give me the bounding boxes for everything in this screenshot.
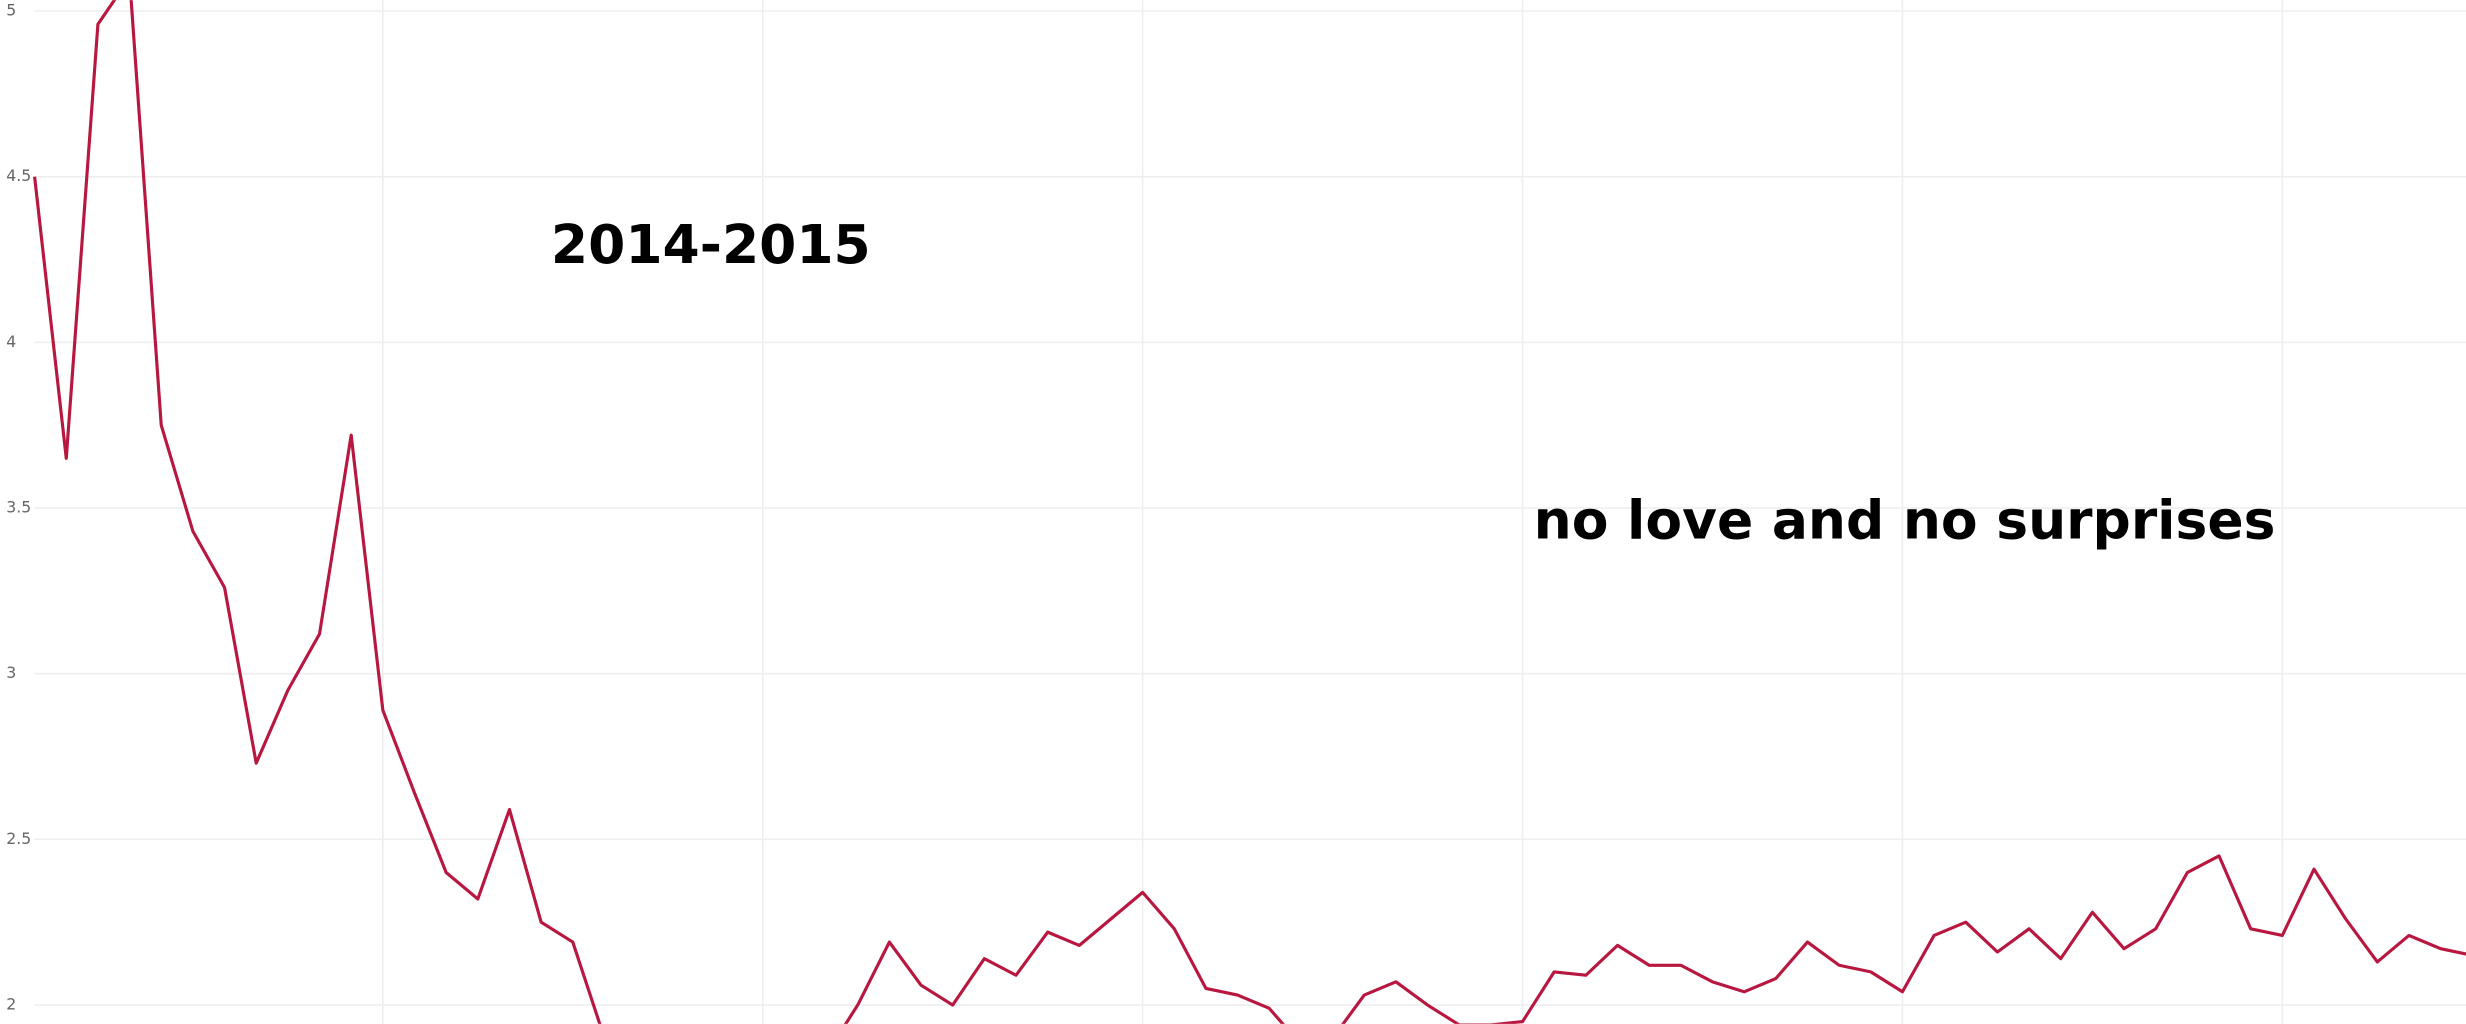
y-tick-label: 5 bbox=[6, 1, 16, 20]
y-tick-label: 3 bbox=[6, 663, 16, 682]
y-tick-label: 3.5 bbox=[6, 498, 31, 517]
y-tick-label: 4 bbox=[6, 332, 16, 351]
grid: 2 2.5 3 3.5 4 4.5 5 bbox=[6, 0, 2466, 1024]
plot-area bbox=[33, 0, 2466, 1024]
series-line bbox=[33, 0, 2466, 1024]
y-tick-label: 2.5 bbox=[6, 829, 31, 848]
annotation: no love and no surprises bbox=[1534, 488, 2276, 551]
y-tick-label: 4.5 bbox=[6, 166, 31, 185]
annotation: 2014-2015 bbox=[551, 213, 871, 276]
y-tick-label: 2 bbox=[6, 995, 16, 1014]
